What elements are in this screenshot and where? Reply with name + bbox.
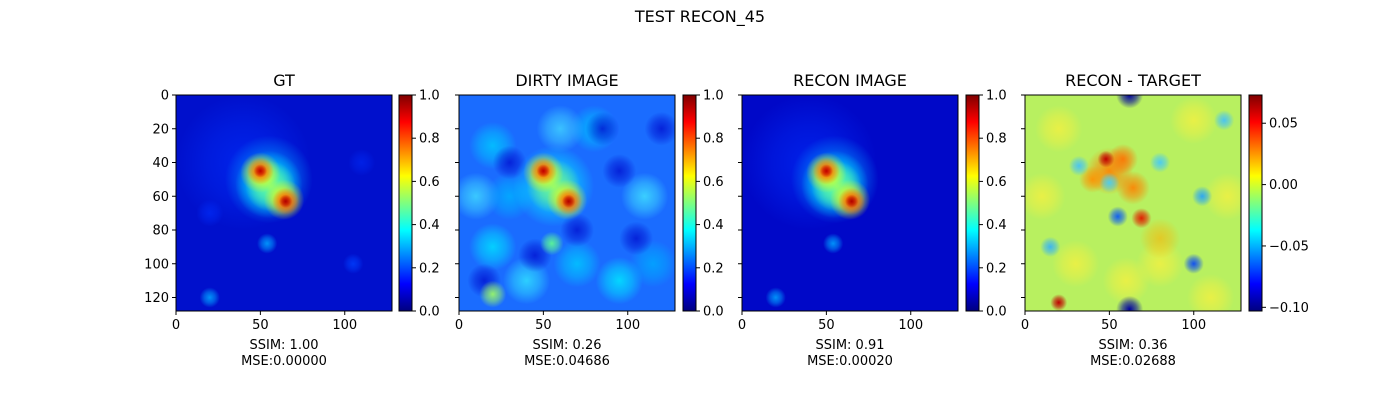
y-tick-label: 60 (152, 190, 169, 205)
panel-xlabel: SSIM: 1.00 (249, 338, 318, 353)
y-tick-label: 120 (144, 291, 169, 306)
colorbar-gradient (682, 94, 697, 312)
axes-frame (741, 94, 959, 312)
y-tick-label: 100 (144, 257, 169, 272)
x-tick-label: 100 (1181, 318, 1206, 333)
panel-xlabel: MSE:0.04686 (524, 354, 610, 369)
colorbar-tick-label: 0.0 (419, 305, 440, 320)
colorbar-tick-label: 0.0 (703, 305, 724, 320)
y-tick-label: 0 (161, 89, 169, 104)
y-tick-label: 20 (152, 122, 169, 137)
axes-frame (1024, 94, 1242, 312)
colorbar-tick-label: 0.6 (703, 175, 724, 190)
colorbar-tick-label: −0.10 (1269, 301, 1309, 316)
colorbar: 0.0 0.2 0.4 0.6 0.8 1.0 (398, 89, 440, 320)
colorbar-tick-label: 0.0 (986, 305, 1007, 320)
x-tick-label: 50 (252, 318, 269, 333)
panel-4: RECON - TARGET 0 50 100 SSIM: 0.36MSE:0.0268… (1021, 71, 1309, 369)
x-tick-label: 100 (332, 318, 357, 333)
colorbar-tick-label: 0.4 (986, 218, 1007, 233)
colorbar-tick-label: 0.4 (703, 218, 724, 233)
colorbar-gradient (398, 94, 413, 312)
colorbar-gradient (965, 94, 980, 312)
colorbar-tick-label: 0.4 (419, 218, 440, 233)
colorbar-gradient (1248, 94, 1263, 312)
colorbar-tick-label: 1.0 (703, 89, 724, 104)
x-tick-label: 0 (738, 318, 746, 333)
heatmap-image (176, 95, 392, 311)
colorbar-tick-label: 0.00 (1269, 178, 1298, 193)
heatmap-image (459, 95, 675, 311)
colorbar: 0.0 0.2 0.4 0.6 0.8 1.0 (965, 89, 1007, 320)
panel-xlabel: SSIM: 0.26 (532, 338, 601, 353)
panel-title: GT (273, 71, 295, 90)
colorbar-tick-label: 0.6 (986, 175, 1007, 190)
x-tick-label: 100 (615, 318, 640, 333)
panel-xlabel: SSIM: 0.91 (815, 338, 884, 353)
y-tick-label: 40 (152, 156, 169, 171)
colorbar-tick-label: 0.6 (419, 175, 440, 190)
heatmap-image (742, 95, 958, 311)
axes-frame (458, 94, 676, 312)
panel-xlabel: MSE:0.00020 (807, 354, 893, 369)
colorbar-tick-label: 0.8 (419, 132, 440, 147)
panel-xlabel: SSIM: 0.36 (1098, 338, 1167, 353)
panel-title: RECON IMAGE (793, 71, 907, 90)
colorbar-tick-label: 0.8 (986, 132, 1007, 147)
x-tick-label: 50 (818, 318, 835, 333)
x-tick-label: 50 (1101, 318, 1118, 333)
x-tick-label: 0 (172, 318, 180, 333)
heatmap-image (1025, 95, 1241, 311)
panel-xlabel: MSE:0.02688 (1090, 354, 1176, 369)
panel-title: RECON - TARGET (1065, 71, 1201, 90)
colorbar-tick-label: 0.2 (986, 261, 1007, 276)
panel-xlabel: MSE:0.00000 (241, 354, 327, 369)
figure-suptitle: TEST RECON_45 (634, 7, 765, 27)
colorbar-tick-label: 1.0 (986, 89, 1007, 104)
x-tick-label: 50 (535, 318, 552, 333)
x-tick-label: 0 (1021, 318, 1029, 333)
y-tick-label: 80 (152, 224, 169, 239)
colorbar-tick-label: 1.0 (419, 89, 440, 104)
colorbar: 0.0 0.2 0.4 0.6 0.8 1.0 (682, 89, 724, 320)
colorbar: −0.10 −0.05 0.00 0.05 (1248, 94, 1309, 316)
panel-title: DIRTY IMAGE (515, 71, 618, 90)
x-tick-label: 100 (898, 318, 923, 333)
axes-frame (175, 94, 393, 312)
colorbar-tick-label: 0.05 (1269, 117, 1298, 132)
colorbar-tick-label: −0.05 (1269, 239, 1309, 254)
panel-1: GT 0 50 100 0 20 40 60 80 100 120 SSIM: 1.00MSE:0.0… (144, 71, 440, 369)
colorbar-tick-label: 0.2 (419, 261, 440, 276)
colorbar-tick-label: 0.8 (703, 132, 724, 147)
x-tick-label: 0 (455, 318, 463, 333)
colorbar-tick-label: 0.2 (703, 261, 724, 276)
